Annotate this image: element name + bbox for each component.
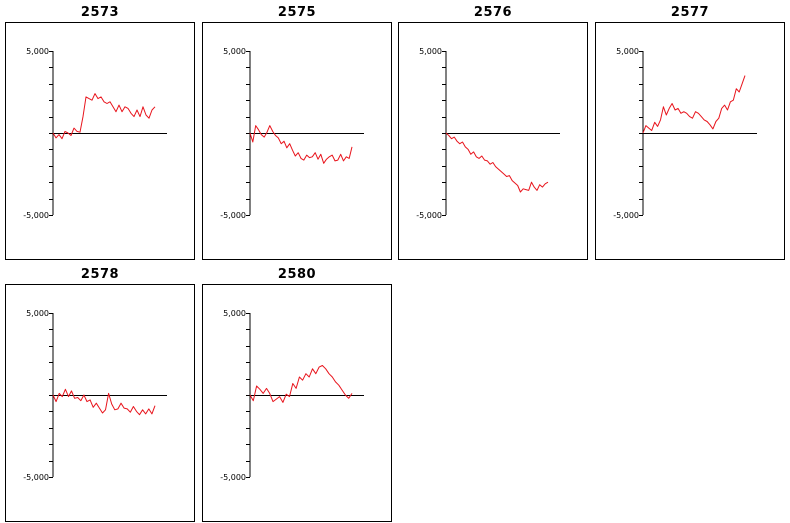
- chart-panel: 2575 5,000 -5,000: [202, 3, 392, 261]
- series-line: [249, 365, 353, 403]
- y-tick-label: -5,000: [220, 473, 246, 482]
- chart-title: 2580: [277, 267, 317, 282]
- chart-title: 2578: [80, 267, 120, 282]
- y-tick-label: 5,000: [223, 47, 246, 56]
- y-tick-label: 5,000: [223, 309, 246, 318]
- chart-svg: 5,000 -5,000: [23, 309, 167, 482]
- chart-panel: 2580 5,000 -5,000: [202, 265, 392, 523]
- y-tick-label: -5,000: [220, 211, 246, 220]
- chart-svg: 5,000 -5,000: [220, 47, 364, 220]
- chart-panel: 2576 5,000 -5,000: [398, 3, 588, 261]
- series-line: [52, 93, 156, 140]
- y-tick-label: -5,000: [416, 211, 442, 220]
- chart-title: 2577: [670, 5, 710, 20]
- chart-title: 2575: [277, 5, 317, 20]
- y-tick-label: 5,000: [26, 47, 49, 56]
- chart-svg: 5,000 -5,000: [416, 47, 560, 220]
- y-tick-label: 5,000: [419, 47, 442, 56]
- y-tick-label: 5,000: [616, 47, 639, 56]
- chart-panel: 2577 5,000 -5,000: [595, 3, 785, 261]
- chart-frame: [398, 22, 588, 260]
- y-tick-label: 5,000: [26, 309, 49, 318]
- chart-frame: [202, 284, 392, 522]
- y-tick-label: -5,000: [23, 473, 49, 482]
- chart-panel: 2573 5,000 -5,000: [5, 3, 195, 261]
- chart-svg: 5,000 -5,000: [23, 47, 167, 220]
- series-line: [445, 132, 549, 193]
- series-line: [52, 388, 156, 416]
- chart-frame: [5, 284, 195, 522]
- chart-frame: [202, 22, 392, 260]
- chart-frame: [5, 22, 195, 260]
- chart-svg: 5,000 -5,000: [613, 47, 757, 220]
- y-tick-label: -5,000: [23, 211, 49, 220]
- series-line: [642, 75, 746, 134]
- chart-frame: [595, 22, 785, 260]
- chart-title: 2573: [80, 5, 120, 20]
- chart-panel: 2578 5,000 -5,000: [5, 265, 195, 523]
- chart-title: 2576: [473, 5, 513, 20]
- y-tick-label: -5,000: [613, 211, 639, 220]
- chart-svg: 5,000 -5,000: [220, 309, 364, 482]
- series-line: [249, 125, 353, 164]
